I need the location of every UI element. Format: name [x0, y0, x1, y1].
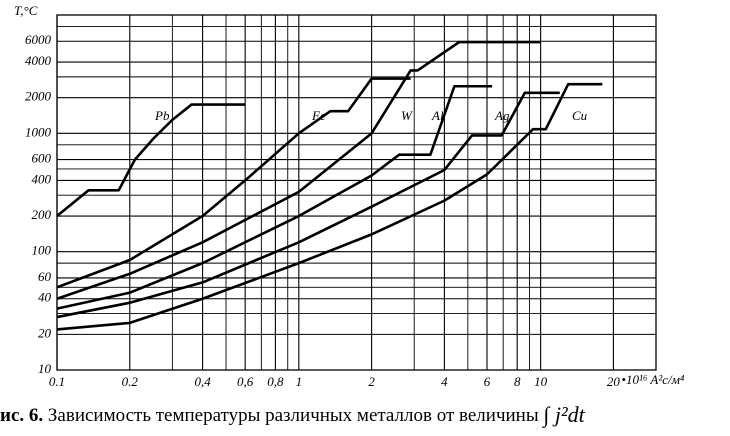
x-tick-label: 0,6: [237, 374, 254, 389]
x-tick-label: 20: [607, 374, 621, 389]
series-label: Fe: [311, 108, 326, 123]
x-tick-label: 0.2: [122, 374, 139, 389]
x-axis-label: •10¹⁶ A²c/м⁴: [621, 372, 685, 387]
y-tick-label: 40: [38, 290, 52, 305]
curve: [56, 82, 603, 331]
curve: [56, 103, 246, 218]
caption-text: Зависимость температуры различных металл…: [48, 405, 539, 426]
caption: ис. 6. Зависимость температуры различных…: [0, 402, 586, 428]
x-tick-label: 0,8: [267, 374, 284, 389]
y-tick-label: 10: [38, 361, 52, 376]
y-tick-label: 1000: [25, 124, 52, 139]
y-tick-label: 400: [32, 171, 52, 186]
series-label: Ag: [494, 108, 510, 123]
curve: [56, 77, 411, 289]
series-label: Pb: [154, 108, 170, 123]
y-tick-label: 200: [32, 207, 52, 222]
x-tick-label: 10: [534, 374, 548, 389]
series-label: Cu: [572, 108, 588, 123]
y-tick-label: 100: [32, 243, 52, 258]
y-axis-label: T,°C: [14, 3, 38, 18]
series-label: Al: [431, 108, 444, 123]
curve: [56, 91, 560, 319]
curve: [56, 40, 541, 300]
x-tick-label: 2: [368, 374, 375, 389]
x-tick-label: 1: [296, 374, 303, 389]
x-tick-label: 0,4: [194, 374, 211, 389]
x-tick-label: 0.1: [49, 374, 65, 389]
x-tick-label: 6: [484, 374, 491, 389]
y-tick-label: 600: [32, 151, 52, 166]
y-tick-label: 6000: [25, 32, 52, 47]
plot-frame: [56, 14, 657, 371]
y-tick-label: 20: [38, 325, 52, 340]
x-tick-label: 8: [514, 374, 521, 389]
y-tick-label: 4000: [25, 53, 52, 68]
series-label: W: [401, 108, 413, 123]
curve: [56, 84, 493, 310]
y-tick-label: 60: [38, 269, 52, 284]
y-tick-label: 2000: [25, 89, 52, 104]
caption-label: ис. 6.: [0, 405, 43, 426]
x-tick-label: 4: [441, 374, 448, 389]
caption-formula: ∫ j²dt: [541, 402, 585, 428]
